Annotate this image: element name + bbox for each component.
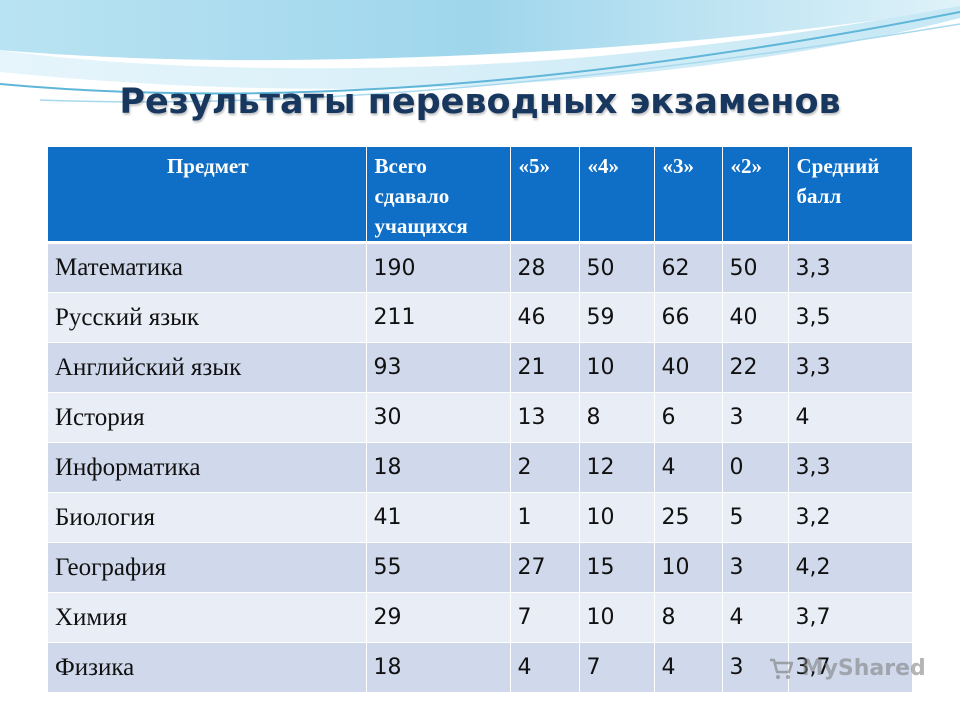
subject-cell: Английский язык <box>48 342 367 393</box>
header-line: «2» <box>730 154 763 178</box>
table-row: Физика 18 4 7 4 3 3,7 <box>48 642 912 693</box>
header-cell: «4» <box>579 147 655 244</box>
header-line: «4» <box>587 154 620 178</box>
value-cell: 2 <box>510 442 580 493</box>
value-cell: 3,3 <box>788 342 912 393</box>
value-cell: 55 <box>366 542 511 593</box>
value-cell: 0 <box>722 442 789 493</box>
value-cell: 46 <box>510 292 580 343</box>
subject-cell: Химия <box>48 592 367 643</box>
subject-cell: Математика <box>48 242 367 293</box>
value-cell: 3 <box>722 392 789 443</box>
header-line: сдавало <box>374 184 450 208</box>
table-row: Химия 29 7 10 8 4 3,7 <box>48 592 912 643</box>
value-cell: 211 <box>366 292 511 343</box>
myshared-watermark: MyShared <box>768 656 926 681</box>
value-cell: 29 <box>366 592 511 643</box>
value-cell: 4 <box>788 392 912 443</box>
header-line: «5» <box>518 154 551 178</box>
value-cell: 3,2 <box>788 492 912 543</box>
results-table: Предмет Всего сдавало учащихся «5» «4» «3» «2» С… <box>48 147 912 693</box>
value-cell: 50 <box>579 242 655 293</box>
value-cell: 7 <box>510 592 580 643</box>
value-cell: 21 <box>510 342 580 393</box>
value-cell: 25 <box>654 492 723 543</box>
value-cell: 62 <box>654 242 723 293</box>
value-cell: 4 <box>722 592 789 643</box>
value-cell: 4 <box>654 642 723 693</box>
table-header-row: Предмет Всего сдавало учащихся «5» «4» «3» «2» С… <box>48 147 912 244</box>
header-cell: Средний балл <box>788 147 912 244</box>
value-cell: 40 <box>654 342 723 393</box>
value-cell: 28 <box>510 242 580 293</box>
value-cell: 50 <box>722 242 789 293</box>
header-line: учащихся <box>374 214 468 238</box>
value-cell: 15 <box>579 542 655 593</box>
value-cell: 27 <box>510 542 580 593</box>
value-cell: 3,3 <box>788 442 912 493</box>
value-cell: 93 <box>366 342 511 393</box>
header-cell: «2» <box>722 147 789 244</box>
value-cell: 12 <box>579 442 655 493</box>
value-cell: 3 <box>722 542 789 593</box>
value-cell: 30 <box>366 392 511 443</box>
value-cell: 3,7 <box>788 642 912 693</box>
value-cell: 10 <box>579 592 655 643</box>
value-cell: 8 <box>654 592 723 643</box>
page-title: Результаты переводных экзаменов <box>119 82 841 122</box>
subject-cell: Русский язык <box>48 292 367 343</box>
value-cell: 8 <box>579 392 655 443</box>
decorative-swoosh <box>0 0 960 103</box>
value-cell: 18 <box>366 642 511 693</box>
value-cell: 4,2 <box>788 542 912 593</box>
subject-cell: Биология <box>48 492 367 543</box>
value-cell: 59 <box>579 292 655 343</box>
table-row: История 30 13 8 6 3 4 <box>48 392 912 443</box>
header-line: балл <box>796 184 842 208</box>
table-row: Информатика 18 2 12 4 0 3,3 <box>48 442 912 493</box>
value-cell: 4 <box>654 442 723 493</box>
header-subject: Предмет <box>48 147 367 244</box>
subject-cell: История <box>48 392 367 443</box>
table-row: География 55 27 15 10 3 4,2 <box>48 542 912 593</box>
header-line: «3» <box>662 154 695 178</box>
value-cell: 3,7 <box>788 592 912 643</box>
value-cell: 3,5 <box>788 292 912 343</box>
value-cell: 5 <box>722 492 789 543</box>
table-row: Математика 190 28 50 62 50 3,3 <box>48 242 912 293</box>
header-line: Средний <box>796 154 880 178</box>
value-cell: 4 <box>510 642 580 693</box>
value-cell: 22 <box>722 342 789 393</box>
value-cell: 13 <box>510 392 580 443</box>
cart-icon <box>770 658 794 679</box>
value-cell: 6 <box>654 392 723 443</box>
value-cell: 3,3 <box>788 242 912 293</box>
header-cell: Всего сдавало учащихся <box>366 147 511 244</box>
table-row: Английский язык 93 21 10 40 22 3,3 <box>48 342 912 393</box>
subject-cell: Информатика <box>48 442 367 493</box>
subject-cell: Физика <box>48 642 367 693</box>
value-cell: 18 <box>366 442 511 493</box>
table-body: Математика 190 28 50 62 50 3,3 Русский язык 211 4… <box>48 242 912 693</box>
subject-cell: География <box>48 542 367 593</box>
value-cell: 190 <box>366 242 511 293</box>
header-cell: «3» <box>654 147 723 244</box>
header-line: Предмет <box>166 154 249 178</box>
value-cell: 10 <box>579 342 655 393</box>
value-cell: 40 <box>722 292 789 343</box>
value-cell: 66 <box>654 292 723 343</box>
header-cell: «5» <box>510 147 580 244</box>
value-cell: 10 <box>654 542 723 593</box>
value-cell: 1 <box>510 492 580 543</box>
table-row: Русский язык 211 46 59 66 40 3,5 <box>48 292 912 343</box>
value-cell: 7 <box>579 642 655 693</box>
value-cell: 41 <box>366 492 511 543</box>
header-line: Всего <box>374 154 427 178</box>
watermark-text: MyShared <box>801 656 926 681</box>
value-cell: 10 <box>579 492 655 543</box>
table-row: Биология 41 1 10 25 5 3,2 <box>48 492 912 543</box>
